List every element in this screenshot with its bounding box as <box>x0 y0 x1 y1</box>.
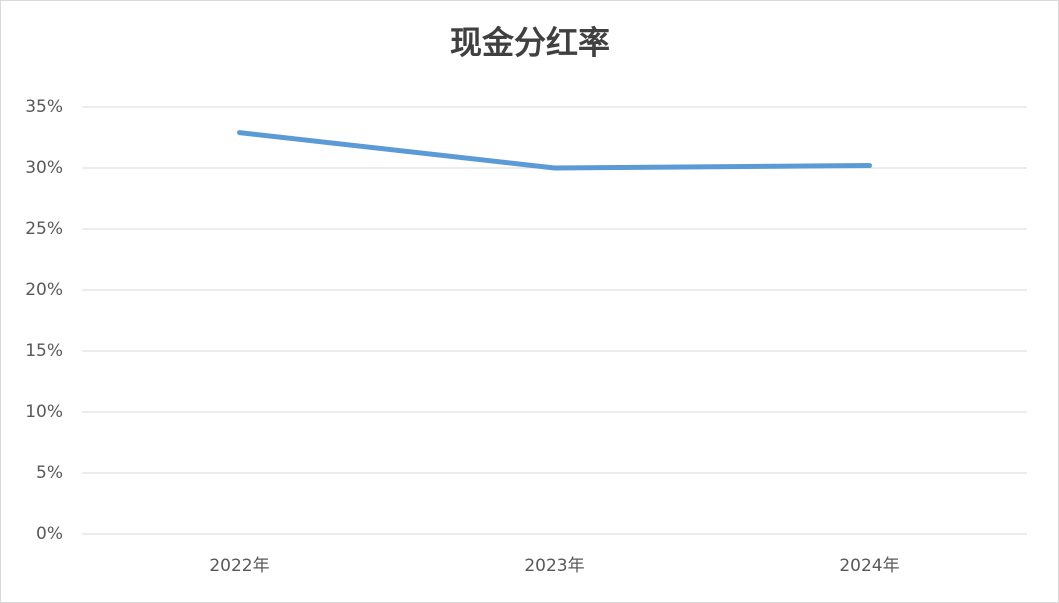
y-tick-label: 20% <box>25 280 63 300</box>
chart-title: 现金分红率 <box>450 24 610 62</box>
y-tick-label: 5% <box>36 463 63 483</box>
x-tick-label: 2022年 <box>209 556 269 576</box>
y-tick-label: 10% <box>25 402 63 422</box>
x-tick-label: 2024年 <box>839 556 899 576</box>
x-tick-label: 2023年 <box>524 556 584 576</box>
line-series <box>237 130 872 171</box>
y-tick-label: 30% <box>25 158 63 178</box>
y-tick-label: 15% <box>25 341 63 361</box>
y-tick-label: 0% <box>36 524 63 544</box>
y-tick-label: 35% <box>25 97 63 117</box>
y-tick-label: 25% <box>25 219 63 239</box>
